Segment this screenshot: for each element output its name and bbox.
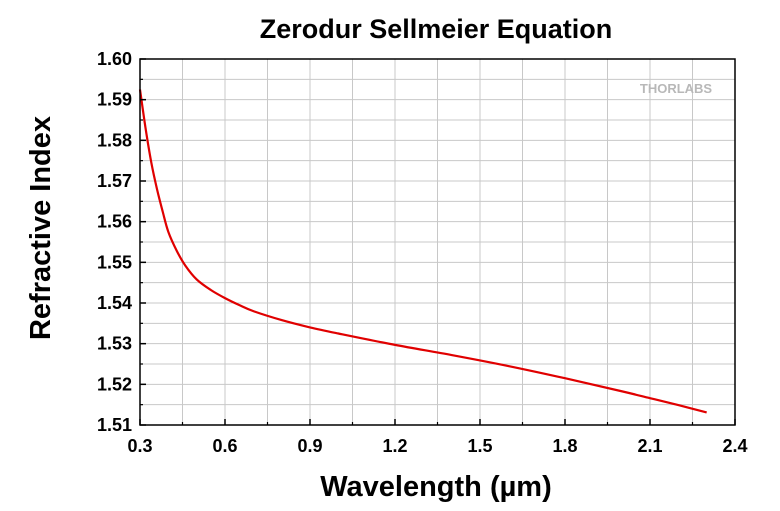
x-tick-label: 1.2 xyxy=(382,436,407,456)
y-tick-label: 1.52 xyxy=(97,374,132,394)
x-tick-label: 0.9 xyxy=(297,436,322,456)
y-tick-label: 1.60 xyxy=(97,49,132,69)
y-tick-label: 1.54 xyxy=(97,293,132,313)
thorlabs-watermark: THORLABS xyxy=(640,81,713,96)
x-axis-label: Wavelength (µm) xyxy=(320,471,552,503)
y-tick-label: 1.59 xyxy=(97,90,132,110)
x-tick-label: 1.8 xyxy=(552,436,577,456)
y-axis: 1.51 1.52 1.53 1.54 1.55 1.56 1.57 1.58 1.59 1.60 xyxy=(97,49,146,435)
x-axis: 0.3 0.6 0.9 1.2 1.5 1.8 2.1 2.4 xyxy=(127,419,748,456)
y-tick-label: 1.53 xyxy=(97,334,132,354)
grid xyxy=(140,59,735,425)
y-tick-label: 1.57 xyxy=(97,171,132,191)
y-tick-label: 1.56 xyxy=(97,212,132,232)
y-tick-label: 1.58 xyxy=(97,130,132,150)
y-tick-label: 1.55 xyxy=(97,252,132,272)
y-tick-label: 1.51 xyxy=(97,415,132,435)
x-tick-label: 1.5 xyxy=(467,436,492,456)
x-tick-label: 2.1 xyxy=(637,436,662,456)
x-tick-label: 0.3 xyxy=(127,436,152,456)
series-line xyxy=(138,89,707,414)
x-tick-label: 0.6 xyxy=(212,436,237,456)
series-group xyxy=(138,89,707,414)
y-axis-label: Refractive Index xyxy=(25,116,57,340)
chart-title: Zerodur Sellmeier Equation xyxy=(260,14,613,44)
x-tick-label: 2.4 xyxy=(722,436,747,456)
